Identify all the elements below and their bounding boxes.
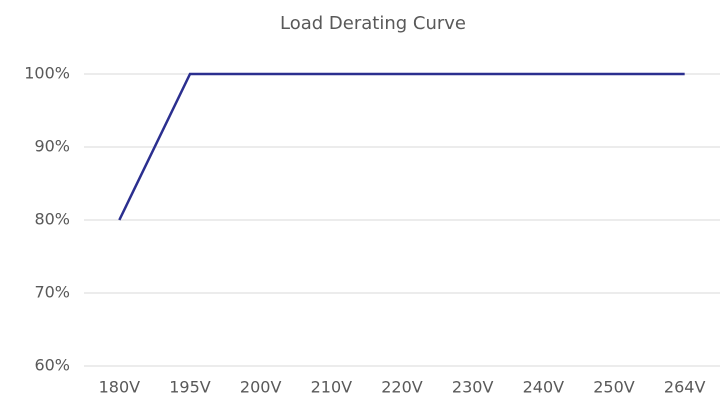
x-tick-label: 264V	[664, 378, 706, 397]
y-tick-label: 80%	[34, 210, 70, 229]
data-line	[118, 72, 685, 221]
x-tick-label: 230V	[452, 378, 494, 397]
y-tick-label: 90%	[34, 137, 70, 156]
x-tick-label: 195V	[169, 378, 211, 397]
y-tick-label: 60%	[34, 356, 70, 375]
x-tick-label: 250V	[593, 378, 635, 397]
x-tick-label: 210V	[311, 378, 353, 397]
chart-title: Load Derating Curve	[280, 13, 466, 34]
x-tick-label: 200V	[240, 378, 282, 397]
x-tick-label: 220V	[381, 378, 423, 397]
x-tick-label: 240V	[523, 378, 565, 397]
x-tick-label: 180V	[99, 378, 141, 397]
y-tick-label: 100%	[24, 64, 70, 83]
y-tick-label: 70%	[34, 283, 70, 302]
